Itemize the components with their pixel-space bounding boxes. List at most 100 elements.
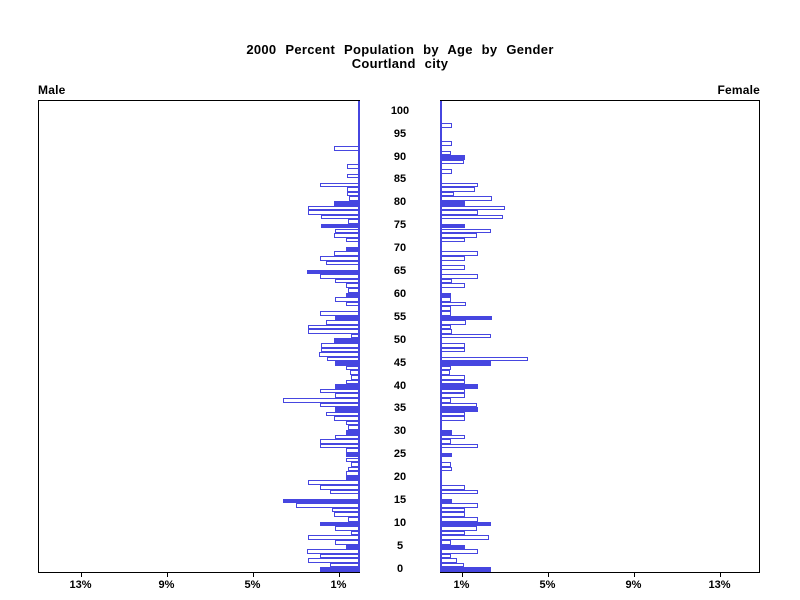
male-bar-age-84 xyxy=(320,182,360,188)
female-bar-age-89 xyxy=(440,159,464,165)
female-bar-age-79 xyxy=(440,205,505,211)
male-bar-age-55 xyxy=(335,315,360,321)
female-bar-age-80 xyxy=(440,201,465,206)
male-bar-age-6 xyxy=(335,539,360,545)
male-bar-age-10 xyxy=(320,521,360,527)
female-bar-age-45 xyxy=(440,361,491,366)
female-bar-age-7 xyxy=(440,535,490,540)
male-bar-age-34 xyxy=(325,411,360,417)
female-bar-age-90 xyxy=(440,155,465,160)
male-bar-age-65 xyxy=(307,269,360,275)
age-axis: 100 95 90 85 80 75 70 65 60 55 50 45 40 35 30 25 20 15 10 5… xyxy=(360,100,440,580)
male-bar-age-18 xyxy=(320,484,360,490)
male-bar-age-19 xyxy=(308,480,360,485)
male-bar-age-49 xyxy=(321,343,360,348)
male-bar-age-50 xyxy=(334,338,360,343)
male-bar-age-29 xyxy=(335,434,360,440)
female-bar-age-54 xyxy=(440,320,466,325)
female-bar-age-36 xyxy=(440,402,477,408)
female-zero-axis-line xyxy=(440,101,442,572)
male-bar-age-15 xyxy=(282,498,360,504)
male-bar-age-69 xyxy=(334,251,360,256)
male-bar-age-52 xyxy=(308,329,360,334)
female-tick-label-13%: 13% xyxy=(708,579,731,591)
age-tick-label-5: 5 xyxy=(396,539,404,552)
female-bar-age-83 xyxy=(440,187,476,192)
female-bar-age-10 xyxy=(440,521,491,527)
male-bar-age-27 xyxy=(320,443,360,449)
male-tick-13% xyxy=(80,572,82,577)
male-tick-label-5%: 5% xyxy=(244,579,261,591)
female-bar-age-73 xyxy=(440,233,477,238)
male-bar-age-46 xyxy=(326,356,360,362)
age-tick-label-30: 30 xyxy=(393,425,407,438)
female-bar-age-64 xyxy=(440,274,478,279)
female-bar-age-81 xyxy=(440,196,492,202)
age-tick-label-45: 45 xyxy=(393,356,407,369)
female-bar-age-34 xyxy=(440,411,465,417)
male-zero-axis-line xyxy=(358,101,360,572)
female-bar-age-82 xyxy=(440,191,454,197)
female-bar-age-77 xyxy=(440,214,504,220)
female-bar-age-84 xyxy=(440,182,478,188)
male-bar-age-54 xyxy=(325,320,360,325)
female-bar-age-62 xyxy=(440,283,465,289)
age-tick-label-75: 75 xyxy=(393,219,407,232)
female-bar-age-13 xyxy=(440,507,465,513)
female-bar-age-2 xyxy=(440,558,458,563)
male-bar-age-67 xyxy=(325,260,360,266)
male-tick-1% xyxy=(338,572,340,577)
age-tick-label-70: 70 xyxy=(393,242,407,255)
female-bar-age-51 xyxy=(440,333,491,339)
female-bar-age-33 xyxy=(440,416,465,421)
female-bar-age-49 xyxy=(440,343,465,348)
male-axis-label: Male xyxy=(38,83,66,97)
male-bar-age-56 xyxy=(320,310,360,316)
female-bar-age-42 xyxy=(440,375,465,380)
male-bar-age-92 xyxy=(334,146,360,151)
female-bar-age-17 xyxy=(440,489,478,495)
female-bar-age-27 xyxy=(440,443,478,449)
male-bar-age-7 xyxy=(308,535,360,540)
male-bar-age-47 xyxy=(319,352,360,357)
age-tick-label-80: 80 xyxy=(393,196,407,209)
age-tick-label-50: 50 xyxy=(393,333,407,346)
female-bar-age-12 xyxy=(440,512,465,518)
chart-title: 2000 Percent Population by Age by Gender xyxy=(246,42,554,57)
age-tick-label-40: 40 xyxy=(393,379,407,392)
female-tick-label-5%: 5% xyxy=(539,579,556,591)
female-bar-age-14 xyxy=(440,503,478,508)
male-bar-age-74 xyxy=(335,228,360,234)
male-bar-age-68 xyxy=(320,255,360,261)
male-bar-age-53 xyxy=(308,324,360,330)
age-tick-label-10: 10 xyxy=(393,516,407,529)
male-bar-age-3 xyxy=(320,553,360,559)
male-bar-age-36 xyxy=(320,402,360,408)
male-tick-label-13%: 13% xyxy=(69,579,92,591)
female-tick-1% xyxy=(461,572,463,577)
age-tick-label-65: 65 xyxy=(393,265,407,277)
female-tick-13% xyxy=(719,572,721,577)
female-bar-age-74 xyxy=(440,228,491,234)
female-bar-age-35 xyxy=(440,407,478,412)
chart-subtitle: Courtland city xyxy=(351,56,449,71)
male-bar-age-59 xyxy=(335,297,360,302)
male-bar-age-75 xyxy=(321,223,360,229)
age-tick-label-60: 60 xyxy=(393,287,407,300)
female-bar-age-8 xyxy=(440,530,465,536)
age-tick-label-15: 15 xyxy=(393,494,407,506)
female-tick-label-9%: 9% xyxy=(625,579,642,591)
female-bar-age-58 xyxy=(440,301,466,307)
female-bar-age-9 xyxy=(440,526,477,531)
male-bar-age-73 xyxy=(334,233,360,238)
male-bar-age-80 xyxy=(334,201,360,206)
age-tick-label-25: 25 xyxy=(393,448,407,461)
male-bar-age-13 xyxy=(332,507,360,513)
female-bar-age-46 xyxy=(440,356,529,362)
female-tick-label-1%: 1% xyxy=(453,579,470,591)
male-bar-age-33 xyxy=(334,416,360,421)
female-tick-9% xyxy=(633,572,635,577)
male-tick-label-1%: 1% xyxy=(330,579,347,591)
female-bar-age-1 xyxy=(440,562,464,568)
